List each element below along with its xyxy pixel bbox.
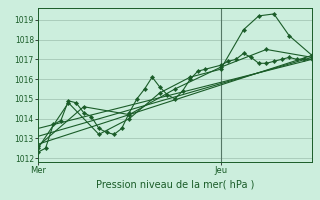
- X-axis label: Pression niveau de la mer( hPa ): Pression niveau de la mer( hPa ): [96, 179, 254, 189]
